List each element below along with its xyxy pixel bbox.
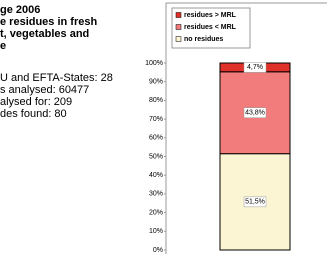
y-tick-label: 80%: [149, 97, 163, 104]
text-line: alysed for: 209: [0, 96, 72, 108]
legend-label: residues > MRL: [184, 12, 237, 19]
legend-swatch: [175, 24, 182, 30]
y-tick-label: 70%: [149, 116, 163, 123]
y-tick-label: 10%: [149, 228, 163, 235]
text-line: s analysed: 60477: [0, 84, 89, 96]
legend: no residues residues < MRL residues > MRL: [171, 7, 251, 49]
y-tick-label: 100%: [145, 60, 163, 67]
value-label-box: [243, 62, 267, 73]
y-tick-label: 20%: [149, 209, 163, 216]
y-tick-label: 90%: [149, 79, 163, 86]
value-label-box: [243, 107, 267, 118]
y-tick-label: 0%: [153, 247, 163, 254]
value-label: 4,7%: [247, 64, 263, 71]
text-line: U and EFTA-States: 28: [0, 72, 113, 84]
legend-box: [171, 7, 251, 49]
y-tick-label: 40%: [149, 172, 163, 179]
y-tick-label: 60%: [149, 135, 163, 142]
value-label: 51,5%: [245, 199, 265, 206]
legend-swatch: [175, 12, 182, 18]
text-line: t, vegetables and: [0, 28, 89, 40]
y-tick-label: 50%: [149, 153, 163, 160]
value-label: 43,8%: [245, 110, 265, 117]
legend-label: residues < MRL: [184, 24, 237, 31]
legend-label: no residues: [184, 36, 223, 43]
text-line: e: [0, 40, 6, 52]
text-line: ge 2006: [0, 4, 40, 16]
y-tick-label: 30%: [149, 191, 163, 198]
text-line: e residues in fresh: [0, 16, 97, 28]
value-label-box: [243, 196, 267, 208]
text-line: des found: 80: [0, 108, 67, 120]
legend-swatch: [175, 36, 182, 42]
